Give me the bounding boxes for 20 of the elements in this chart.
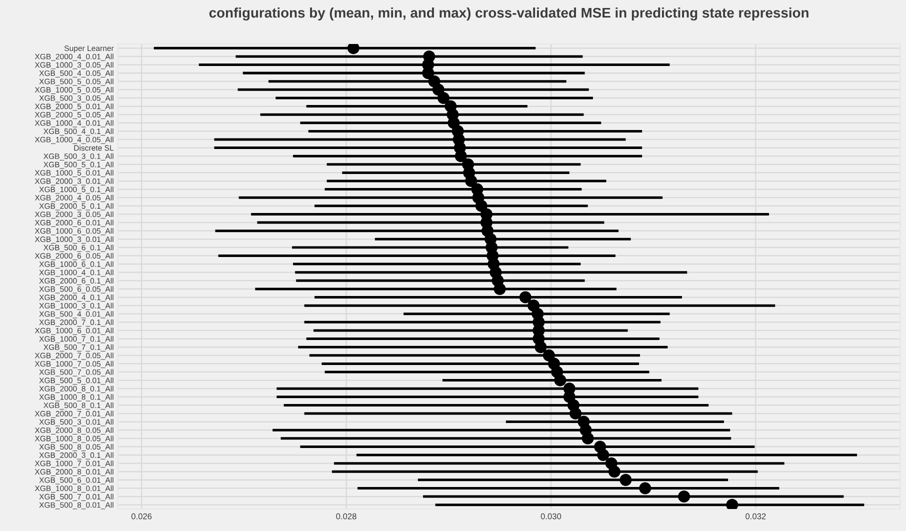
point — [678, 490, 690, 503]
point — [597, 449, 610, 462]
point — [554, 374, 566, 386]
x-tick-label: 0.028 — [336, 513, 356, 520]
x-tick-label: 0.032 — [746, 513, 766, 520]
point — [465, 174, 478, 188]
point — [422, 67, 434, 80]
point — [639, 482, 652, 494]
point — [454, 150, 467, 162]
point — [534, 341, 547, 354]
point — [608, 466, 620, 478]
point — [620, 474, 632, 486]
x-tick-label: 0.030 — [540, 513, 562, 520]
point — [582, 432, 594, 444]
point — [570, 407, 582, 420]
chart-title: configurations by (mean, min, and max) cross-validated MSE in predicting state repression — [209, 7, 808, 21]
point — [437, 92, 450, 104]
x-tick-label: 0.026 — [131, 513, 152, 520]
point — [494, 282, 506, 295]
point — [519, 291, 532, 304]
